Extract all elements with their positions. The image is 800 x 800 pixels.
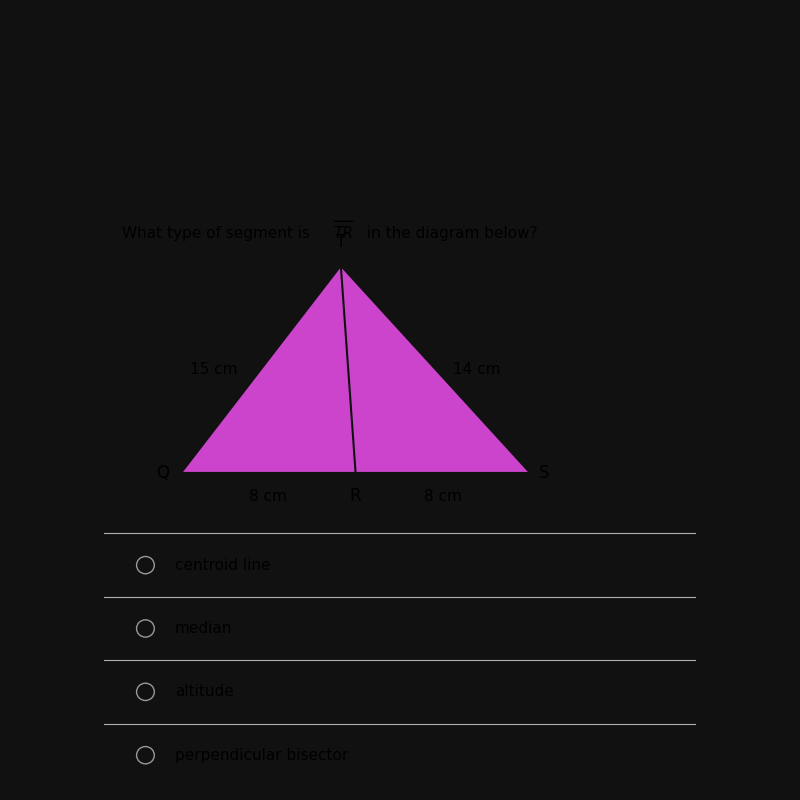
Text: 15 cm: 15 cm: [190, 362, 238, 377]
Text: centroid line: centroid line: [175, 558, 270, 573]
Text: in the diagram below?: in the diagram below?: [362, 226, 537, 242]
Text: 14 cm: 14 cm: [454, 362, 501, 377]
Polygon shape: [181, 266, 530, 473]
Text: R: R: [350, 487, 362, 506]
Text: altitude: altitude: [175, 684, 234, 699]
Text: 8 cm: 8 cm: [424, 489, 462, 504]
Text: TR: TR: [334, 226, 354, 242]
Text: Q: Q: [156, 464, 169, 482]
Text: What type of segment is: What type of segment is: [122, 226, 314, 242]
Text: perpendicular bisector: perpendicular bisector: [175, 748, 348, 762]
Text: S: S: [539, 464, 550, 482]
Text: 8 cm: 8 cm: [250, 489, 287, 504]
Text: median: median: [175, 621, 233, 636]
Text: T: T: [336, 233, 346, 251]
